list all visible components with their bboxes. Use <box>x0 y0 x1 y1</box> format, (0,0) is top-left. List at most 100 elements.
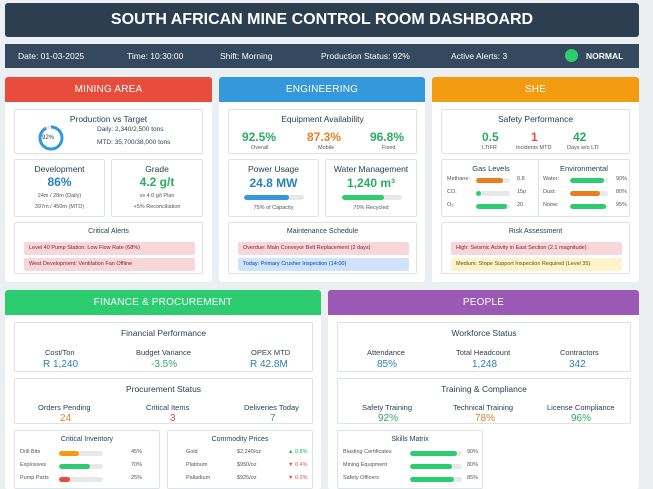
status-state: NORMAL <box>586 51 624 61</box>
orders-pending-label: Orders Pending <box>38 403 91 412</box>
level-bar-fill <box>570 191 601 196</box>
level-bar <box>410 464 462 469</box>
level-bar-fill <box>59 477 70 482</box>
bar-label: Noise: <box>543 202 559 208</box>
risk-item[interactable]: High: Seismic Activity in East Section (… <box>451 242 622 255</box>
mining-section: MINING AREA Production vs Target 92% Dai… <box>5 77 212 282</box>
financial-performance-title: Financial Performance <box>120 328 207 338</box>
training-card: Training & Compliance Safety Training 92… <box>337 378 631 424</box>
development-mtd: 397m / 450m (MTD) <box>34 204 85 210</box>
maintenance-title: Maintenance Schedule <box>286 228 359 235</box>
bar-value: 80% <box>467 462 479 468</box>
level-bar <box>59 477 103 482</box>
orders-pending-value: 24 <box>60 413 72 424</box>
water-card: Water Management 1,240 m³ 70% Recycled <box>325 159 417 217</box>
production-gauge-label: 92% <box>42 135 55 141</box>
power-value: 24.8 MW <box>249 176 298 190</box>
bar-label: Pump Parts <box>20 475 49 481</box>
inventory-card: Critical Inventory Drill Bits 45% Explosiv… <box>14 430 160 489</box>
level-bar <box>59 464 103 469</box>
people-section: PEOPLE Workforce Status Attendance 85% T… <box>328 290 639 489</box>
commodity-card: Commodity Prices Gold $2,240/oz ▲ 0.8% Plat… <box>167 430 313 489</box>
she-header: SHE <box>432 77 639 102</box>
power-title: Power Usage <box>247 164 300 174</box>
status-date: Date: 01-03-2025 <box>18 51 85 61</box>
alert-item[interactable]: Level 40 Pump Station: Low Flow Rate (68… <box>24 242 195 255</box>
level-bar-fill <box>476 204 507 209</box>
risk-card: Risk Assessment High: Seismic Activity i… <box>441 222 630 274</box>
bar-value: 70% <box>131 462 143 468</box>
bar-label: Mining Equipment <box>343 462 388 468</box>
bar-label: O₂: <box>447 202 455 208</box>
equipment-overall-value: 92.5% <box>242 130 277 144</box>
gas-title: Gas Levels <box>472 164 510 173</box>
maintenance-card: Maintenance Schedule Overdue: Main Conve… <box>228 222 417 274</box>
skills-title: Skills Matrix <box>391 436 429 443</box>
equipment-fixed-value: 96.8% <box>370 130 405 144</box>
maintenance-item[interactable]: Overdue: Main Conveyor Belt Replacement … <box>238 242 409 255</box>
ltifr-value: 0.5 <box>482 130 499 144</box>
level-bar-fill <box>410 451 457 456</box>
status-alerts: Active Alerts: 3 <box>451 51 508 61</box>
mining-header: MINING AREA <box>5 77 212 102</box>
bar-label: Dust: <box>543 189 556 195</box>
bar-label: CO: <box>447 189 457 195</box>
safety-training-value: 92% <box>378 413 399 424</box>
commodity-price: $950/oz <box>237 462 257 468</box>
critical-alerts-title: Critical Alerts <box>88 228 129 235</box>
equipment-card: Equipment Availability 92.5% Overall 87.… <box>228 109 417 154</box>
critical-items-value: 3 <box>170 413 176 424</box>
development-title: Development <box>34 164 85 174</box>
water-title: Water Management <box>333 164 409 174</box>
level-bar-fill <box>476 191 482 196</box>
bar-value: 0.8 <box>517 176 525 182</box>
attendance-value: 85% <box>377 359 398 370</box>
level-bar <box>476 178 510 183</box>
deliveries-value: 7 <box>270 413 276 424</box>
alert-item[interactable]: West Development: Ventilation Fan Offlin… <box>24 258 195 271</box>
level-bar <box>59 451 103 456</box>
people-header: PEOPLE <box>328 290 639 315</box>
license-compliance-label: License Compliance <box>547 403 615 412</box>
bar-label: Drill Bits <box>20 449 41 455</box>
opex-label: OPEX MTD <box>251 348 291 357</box>
maintenance-item[interactable]: Today: Primary Crusher Inspection (14:00… <box>238 258 409 271</box>
skills-card: Skills Matrix Blasting Certificates 90% Mi… <box>337 430 483 489</box>
level-bar-fill <box>59 464 90 469</box>
level-bar <box>476 204 510 209</box>
she-section: SHE Safety Performance 0.5 LTIFR 1 Incid… <box>432 77 639 282</box>
equipment-fixed-label: Fixed <box>382 145 396 151</box>
contractors-value: 342 <box>569 359 586 370</box>
gas-card: Gas Levels Methane: 0.8 CO: 15p O₂: 20. <box>441 159 541 217</box>
budget-variance-label: Budget Variance <box>136 348 191 357</box>
contractors-label: Contractors <box>560 348 599 357</box>
level-bar-fill <box>570 204 607 209</box>
equipment-mobile-value: 87.3% <box>307 130 342 144</box>
power-bar <box>244 195 304 200</box>
budget-variance-value: -3.5% <box>151 359 178 370</box>
safety-card: Safety Performance 0.5 LTIFR 1 Incidents… <box>441 109 630 154</box>
bar-value: 90% <box>467 449 479 455</box>
grade-plan: vs 4.0 g/t Plan <box>139 193 175 199</box>
critical-items-label: Critical Items <box>146 403 190 412</box>
production-gauge <box>38 125 64 151</box>
water-caption: 70% Recycled <box>353 205 389 211</box>
risk-item[interactable]: Medium: Stope Support Inspection Require… <box>451 258 622 271</box>
development-daily: 24m / 28m (Daily) <box>37 193 82 199</box>
level-bar <box>570 204 608 209</box>
license-compliance-value: 96% <box>571 413 592 424</box>
level-bar <box>410 451 462 456</box>
procurement-title: Procurement Status <box>125 384 202 394</box>
critical-alerts-card: Critical Alerts Level 40 Pump Station: L… <box>14 222 203 274</box>
training-title: Training & Compliance <box>441 384 527 394</box>
level-bar-fill <box>410 464 452 469</box>
commodity-name: Platinum <box>186 462 208 468</box>
finance-header: FINANCE & PROCUREMENT <box>5 290 321 315</box>
bar-value: 20. <box>517 202 525 208</box>
level-bar-fill <box>570 178 605 183</box>
workforce-card: Workforce Status Attendance 85% Total He… <box>337 322 631 372</box>
level-bar-fill <box>476 178 504 183</box>
financial-performance-card: Financial Performance Cost/Ton R 1,240 B… <box>14 322 313 372</box>
status-bar: Date: 01-03-2025 Time: 10:30:00 Shift: M… <box>5 44 639 68</box>
technical-training-label: Technical Training <box>453 403 514 412</box>
